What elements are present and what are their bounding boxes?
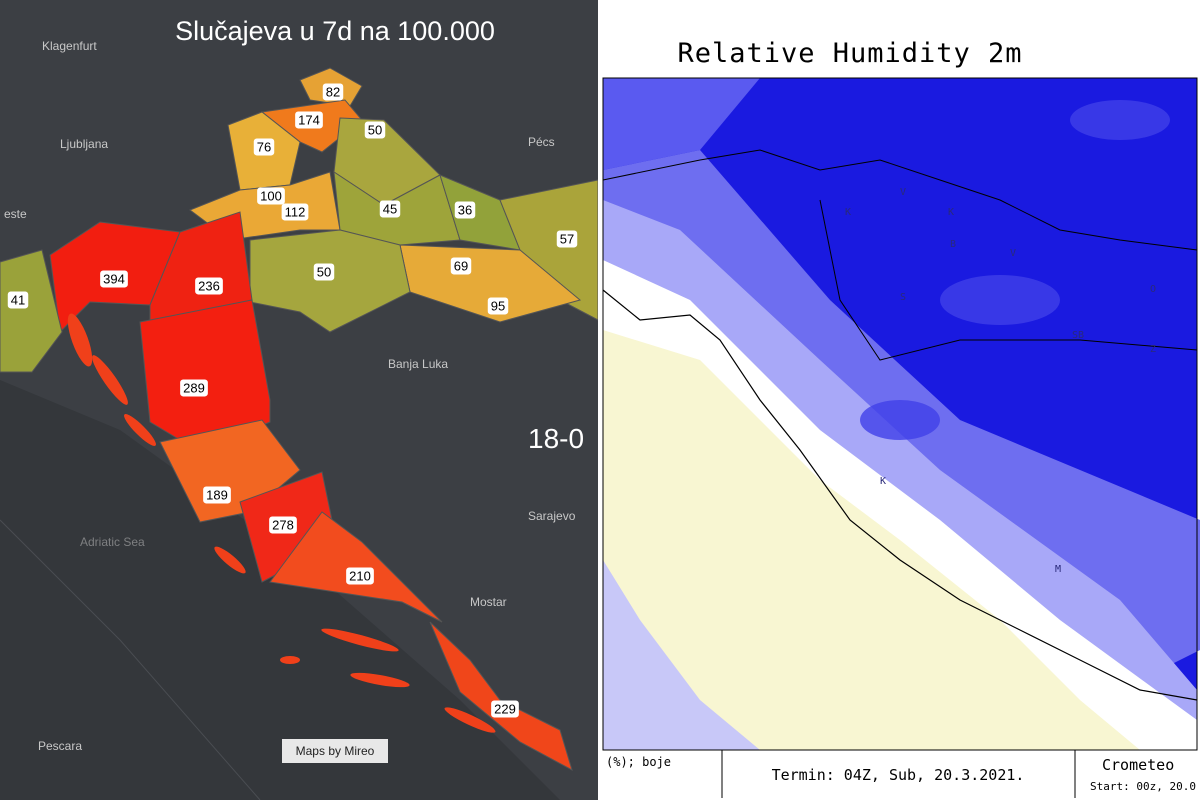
place-label: Ljubljana [60, 137, 108, 151]
county-value: 394 [103, 271, 125, 286]
county-value-box [450, 257, 472, 275]
place-label: Klagenfurt [42, 39, 97, 53]
place-label: Sarajevo [528, 509, 576, 523]
attribution: Maps by Mireo [296, 744, 375, 758]
place-label: este [4, 207, 27, 221]
county-value: 41 [11, 292, 25, 307]
county-value: 45 [383, 201, 397, 216]
map-letter: K [845, 207, 851, 218]
county-value-box [100, 270, 128, 288]
county-value-box [454, 201, 476, 219]
county-value: 229 [494, 701, 516, 716]
county-value: 189 [206, 487, 228, 502]
place-label: Pécs [528, 135, 555, 149]
map-letter: M [1055, 564, 1061, 575]
county-value: 57 [560, 231, 574, 246]
county-value: 36 [458, 202, 472, 217]
county-value-box [487, 297, 509, 315]
county-value: 82 [326, 84, 340, 99]
county-value-box [491, 700, 519, 718]
legend-unit: (%); boje [606, 755, 671, 769]
place-label: Mostar [470, 595, 507, 609]
county-value: 50 [368, 122, 382, 137]
county-value-box [556, 230, 578, 248]
county-value-box [281, 203, 309, 221]
county-value-box [364, 121, 386, 139]
county-value: 236 [198, 278, 220, 293]
county-value: 278 [272, 517, 294, 532]
map-letter: V [900, 187, 906, 198]
map-letter: V [1010, 248, 1016, 259]
county-value: 100 [260, 188, 282, 203]
county-value: 50 [317, 264, 331, 279]
humidity-map: Relative Humidity 2m K V K B V O S SB Z … [600, 0, 1200, 800]
county-value-box [195, 277, 223, 295]
map-letter: B [950, 239, 956, 250]
county-value-box [313, 263, 335, 281]
county-value-box [379, 200, 401, 218]
county-value-box [346, 567, 374, 585]
county-value-box [322, 83, 344, 101]
county-value: 76 [257, 139, 271, 154]
brand: Crometeo [1102, 756, 1174, 774]
county-value-box [295, 111, 323, 129]
county-value-box [253, 138, 275, 156]
map-title: Relative Humidity 2m [677, 38, 1022, 69]
county-value-box [269, 516, 297, 534]
place-label: Adriatic Sea [80, 535, 145, 549]
county-value: 174 [298, 112, 320, 127]
county-value-box [180, 379, 208, 397]
county-value-box [257, 187, 285, 205]
start-time: Start: 00z, 20.0 [1090, 780, 1196, 793]
map-letter: SB [1072, 330, 1084, 341]
map-title: Slučajeva u 7d na 100.000 [175, 16, 495, 46]
map-letter: S [900, 292, 906, 303]
attribution-box [282, 739, 388, 763]
place-label: Banja Luka [388, 357, 448, 371]
county-value-box [7, 291, 29, 309]
county-value: 112 [285, 204, 306, 219]
county-value: 210 [349, 568, 371, 583]
map-letter: Z [1150, 344, 1156, 355]
map-letter: K [880, 476, 886, 487]
place-label: Pescara [38, 739, 82, 753]
county-value-box [203, 486, 231, 504]
map-letter: K [948, 207, 954, 218]
county-value: 289 [183, 380, 205, 395]
date-label: 18-0 [528, 423, 584, 454]
covid-map: Slučajeva u 7d na 100.000 Klagenfurt Lju… [0, 0, 598, 800]
termin: Termin: 04Z, Sub, 20.3.2021. [772, 766, 1025, 784]
map-letter: O [1150, 284, 1156, 295]
county-value: 69 [454, 258, 468, 273]
county-value: 95 [491, 298, 505, 313]
